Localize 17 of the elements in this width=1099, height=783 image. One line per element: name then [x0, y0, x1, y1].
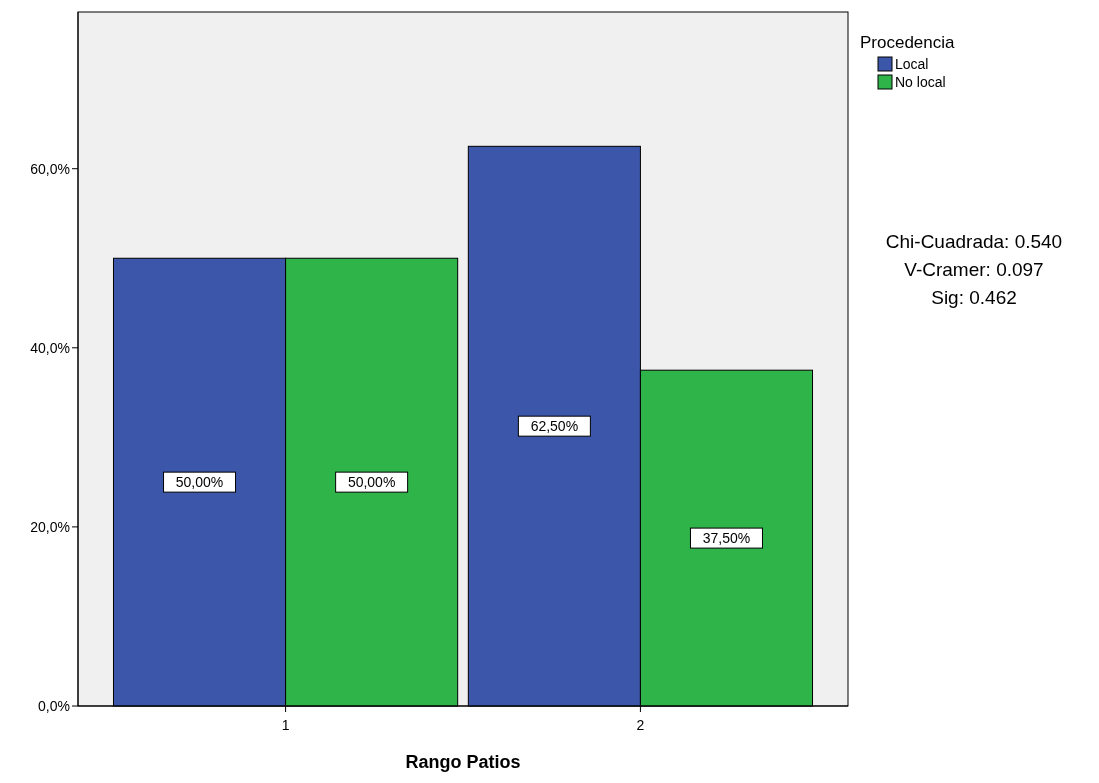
- x-tick-label: 2: [636, 717, 645, 733]
- x-tick-label: 1: [281, 717, 290, 733]
- x-axis-title: Rango Patios: [405, 752, 521, 772]
- y-tick-label: 40,0%: [30, 339, 70, 356]
- legend-label: No local: [895, 74, 946, 90]
- text: Sig: 0.462: [931, 287, 1017, 308]
- y-tick-label: 60,0%: [30, 160, 70, 177]
- data-label: 50,00%: [175, 474, 224, 491]
- data-label: 37,50%: [702, 530, 751, 547]
- text: Chi-Cuadrada: 0.540: [885, 231, 1063, 252]
- legend-label: Local: [895, 56, 929, 72]
- data-label: 62,50%: [530, 418, 579, 435]
- y-tick-label: 20,0%: [30, 518, 70, 535]
- text: V-Cramer: 0.097: [904, 259, 1044, 280]
- y-tick-label: 0,0%: [38, 698, 70, 714]
- data-label: 50,00%: [347, 474, 396, 491]
- legend-title: Procedencia: [860, 33, 956, 52]
